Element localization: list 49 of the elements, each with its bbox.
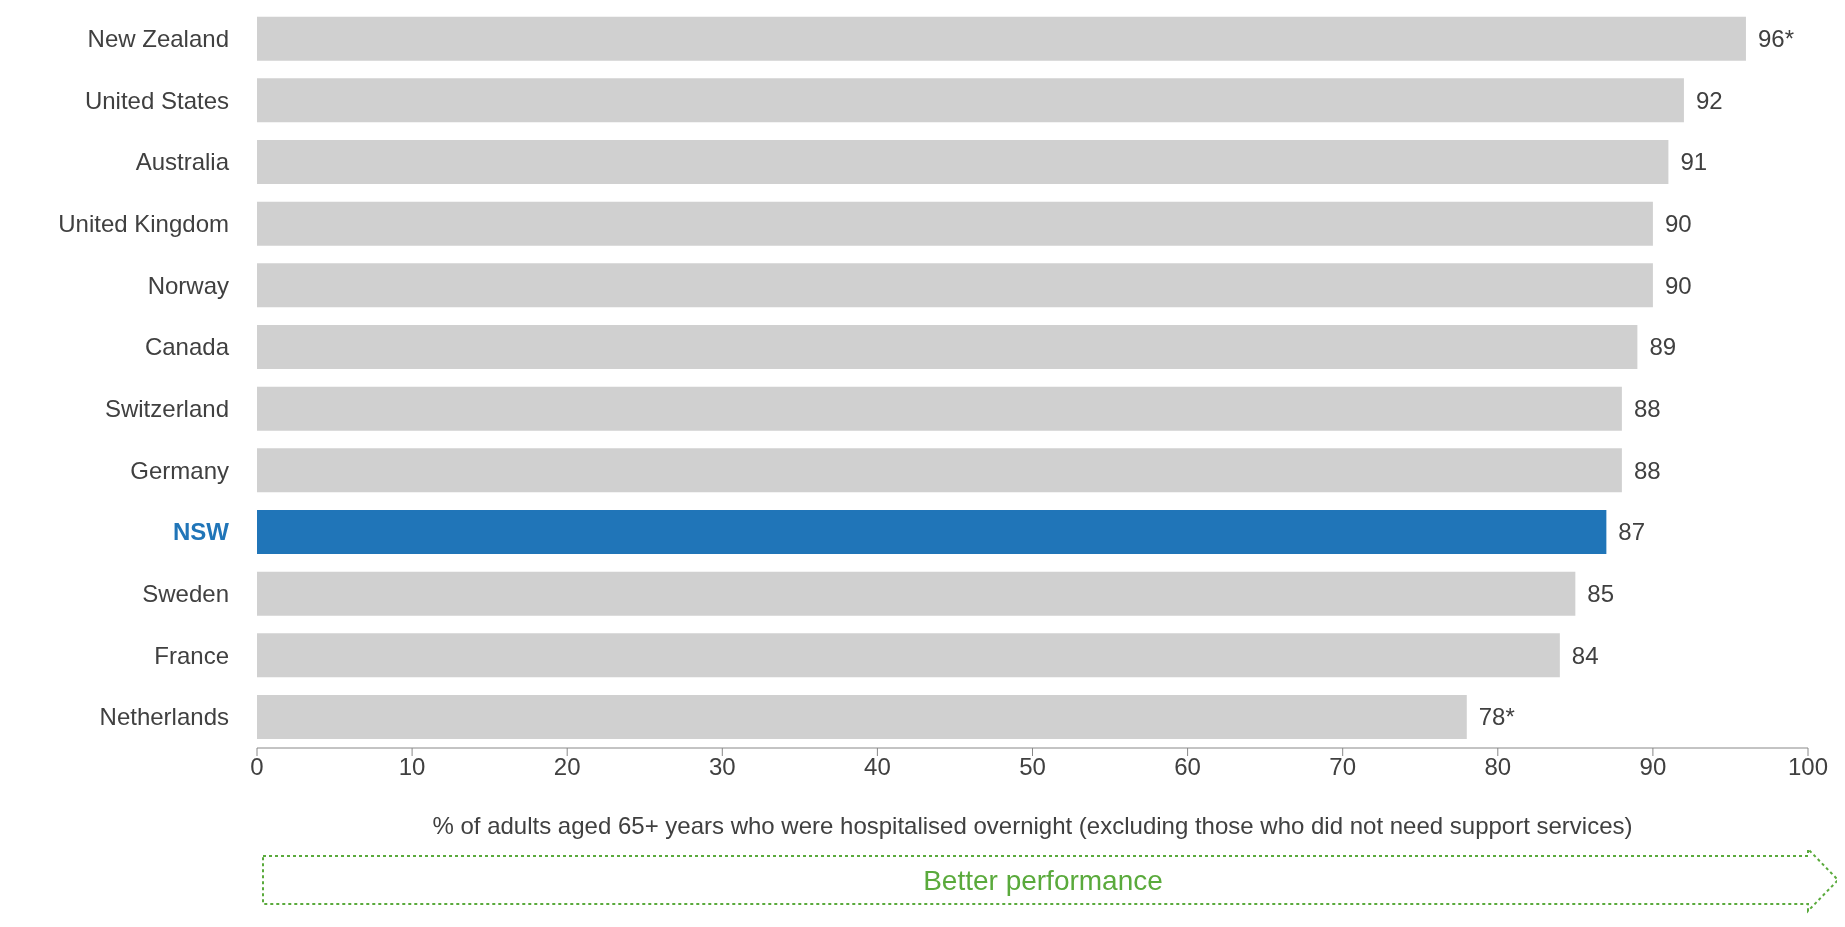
y-tick-label: Canada bbox=[144, 333, 230, 361]
data-label: 84 bbox=[1571, 641, 1599, 669]
data-label: 88 bbox=[1633, 456, 1661, 484]
x-tick-label: 90 bbox=[1639, 753, 1667, 781]
bar bbox=[257, 448, 1622, 493]
x-tick-label: 0 bbox=[250, 753, 264, 781]
x-tick-label: 60 bbox=[1174, 753, 1201, 781]
y-tick-label: New Zealand bbox=[87, 24, 229, 52]
text: Better performance bbox=[923, 865, 1163, 896]
y-tick-label: United Kingdom bbox=[58, 209, 229, 237]
bar bbox=[257, 78, 1684, 123]
data-label: 92 bbox=[1695, 86, 1723, 114]
y-tick-label: Australia bbox=[135, 148, 230, 176]
y-tick-label: Netherlands bbox=[99, 703, 229, 731]
x-tick-label: 100 bbox=[1787, 753, 1829, 781]
bar bbox=[257, 263, 1653, 308]
x-tick-label: 10 bbox=[398, 753, 426, 781]
y-tick-label: United States bbox=[84, 86, 229, 114]
bar bbox=[257, 139, 1669, 184]
data-label: 85 bbox=[1587, 580, 1615, 608]
x-tick-label: 80 bbox=[1484, 753, 1512, 781]
y-tick-label: France bbox=[154, 641, 229, 669]
bar bbox=[257, 694, 1467, 739]
x-tick-label: 50 bbox=[1019, 753, 1046, 781]
x-axis-title: % of adults aged 65+ years who were hospitalised overnight (excluding those who did not need support services) bbox=[432, 812, 1633, 839]
y-tick-label: Switzerland bbox=[104, 394, 229, 422]
bar bbox=[257, 16, 1746, 61]
bar bbox=[257, 571, 1576, 616]
x-tick-label: 20 bbox=[553, 753, 581, 781]
bar bbox=[257, 509, 1607, 554]
y-tick-label: Sweden bbox=[142, 579, 229, 607]
y-tick-label: NSW bbox=[173, 518, 230, 546]
bar bbox=[257, 633, 1560, 678]
bar bbox=[257, 201, 1653, 246]
data-label: 87 bbox=[1618, 518, 1646, 546]
data-label: 96* bbox=[1757, 25, 1795, 53]
data-label: 90 bbox=[1664, 210, 1692, 238]
x-tick-label: 40 bbox=[864, 753, 891, 781]
y-tick-label: Germany bbox=[130, 456, 229, 484]
data-label: 89 bbox=[1649, 333, 1677, 361]
x-tick-label: 30 bbox=[708, 753, 736, 781]
data-label: 78* bbox=[1478, 703, 1515, 731]
data-label: 88 bbox=[1633, 395, 1661, 423]
data-label: 90 bbox=[1664, 271, 1692, 299]
y-tick-label: Norway bbox=[147, 271, 229, 299]
bar bbox=[257, 324, 1638, 369]
x-tick-label: 70 bbox=[1329, 753, 1357, 781]
bar bbox=[257, 386, 1622, 431]
data-label: 91 bbox=[1680, 148, 1708, 176]
